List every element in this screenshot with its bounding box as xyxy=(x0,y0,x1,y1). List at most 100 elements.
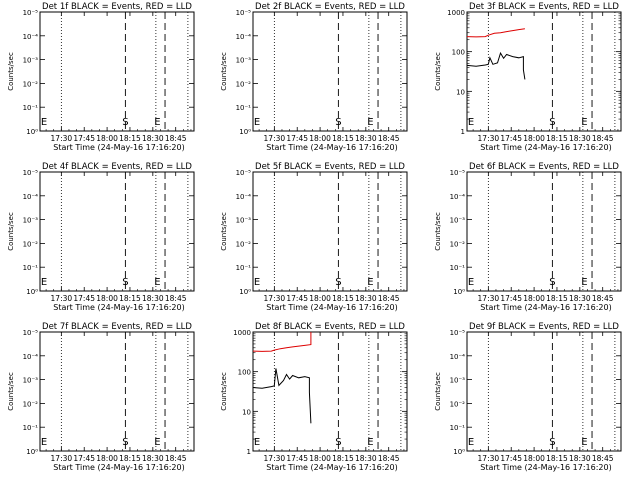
x-tick-label: 18:45 xyxy=(592,454,614,463)
y-tick-label: 10⁰ xyxy=(453,288,465,296)
y-tick-label: 10⁻³ xyxy=(23,377,39,385)
x-tick-label: 18:45 xyxy=(592,294,614,303)
y-tick-label: 10⁻¹ xyxy=(23,104,39,112)
y-tick-label: 1 xyxy=(461,128,465,136)
x-tick-label: 18:45 xyxy=(592,134,614,143)
x-axis-label: Start Time (24-May-16 17:16:20) xyxy=(266,463,397,472)
y-tick-label: 1000 xyxy=(233,329,251,337)
marker-e: E xyxy=(154,277,160,288)
marker-s: S xyxy=(549,117,555,128)
y-tick-label: 10⁻³ xyxy=(236,217,252,225)
y-tick-label: 10⁻² xyxy=(450,240,466,248)
marker-s: S xyxy=(122,277,128,288)
y-tick-label: 10⁰ xyxy=(26,128,38,136)
y-tick-label: 10⁰ xyxy=(453,448,465,456)
x-tick-label: 18:30 xyxy=(142,294,164,303)
y-tick-label: 10⁻⁵ xyxy=(23,329,39,337)
x-axis-label: Start Time (24-May-16 17:16:20) xyxy=(480,303,611,312)
x-tick-label: 18:30 xyxy=(142,134,164,143)
x-tick-label: 17:30 xyxy=(264,134,286,143)
series-line-lld xyxy=(253,332,311,351)
y-tick-label: 10⁻³ xyxy=(23,217,39,225)
chart-title: Det 4f BLACK = Events, RED = LLD xyxy=(42,162,192,172)
y-tick-label: 10⁻¹ xyxy=(23,264,39,272)
y-axis-label: Counts/sec xyxy=(7,372,15,411)
marker-s: S xyxy=(549,437,555,448)
x-tick-label: 18:45 xyxy=(378,294,400,303)
plot-frame xyxy=(40,172,194,291)
y-tick-label: 10⁻⁴ xyxy=(23,353,39,361)
y-tick-label: 10⁻⁴ xyxy=(23,193,39,201)
chart-panel-7: Det 7f BLACK = Events, RED = LLD Start Ti… xyxy=(7,322,194,472)
chart-title: Det 9f BLACK = Events, RED = LLD xyxy=(469,322,619,332)
y-tick-label: 10⁻² xyxy=(450,400,466,408)
y-axis-label: Counts/sec xyxy=(434,372,442,411)
x-axis-label: Start Time (24-May-16 17:16:20) xyxy=(53,303,184,312)
y-tick-label: 10⁻⁵ xyxy=(23,9,39,17)
x-tick-label: 18:30 xyxy=(355,134,377,143)
marker-e: E xyxy=(581,437,587,448)
marker-e: E xyxy=(468,277,474,288)
chart-panel-4: Det 4f BLACK = Events, RED = LLD Start Ti… xyxy=(7,162,194,312)
y-axis-label: Counts/sec xyxy=(7,212,15,251)
x-tick-label: 18:00 xyxy=(523,134,545,143)
x-tick-label: 17:30 xyxy=(478,454,500,463)
y-tick-label: 10⁰ xyxy=(26,448,38,456)
x-tick-label: 17:30 xyxy=(264,454,286,463)
y-tick-label: 10⁰ xyxy=(26,288,38,296)
chart-panel-1: Det 1f BLACK = Events, RED = LLD Start Ti… xyxy=(7,2,194,152)
plot-frame xyxy=(253,172,407,291)
chart-panel-2: Det 2f BLACK = Events, RED = LLD Start Ti… xyxy=(220,2,407,152)
plot-frame xyxy=(467,12,621,131)
x-tick-label: 18:00 xyxy=(523,294,545,303)
x-tick-label: 17:45 xyxy=(286,294,308,303)
y-tick-label: 10⁻⁵ xyxy=(23,169,39,177)
y-tick-label: 10 xyxy=(242,408,251,416)
series-line-events xyxy=(253,369,311,424)
y-tick-label: 10⁻⁴ xyxy=(236,33,252,41)
chart-title: Det 5f BLACK = Events, RED = LLD xyxy=(255,162,405,172)
y-tick-label: 10⁻³ xyxy=(23,57,39,65)
marker-e: E xyxy=(367,437,373,448)
y-tick-label: 10⁻⁵ xyxy=(450,329,466,337)
y-tick-label: 10⁻⁴ xyxy=(236,193,252,201)
series-line-lld xyxy=(467,29,525,37)
x-tick-label: 17:45 xyxy=(500,134,522,143)
marker-e: E xyxy=(254,117,260,128)
x-tick-label: 18:45 xyxy=(165,134,187,143)
chart-title: Det 8f BLACK = Events, RED = LLD xyxy=(255,322,405,332)
chart-title: Det 7f BLACK = Events, RED = LLD xyxy=(42,322,192,332)
y-axis-label: Counts/sec xyxy=(7,52,15,91)
y-tick-label: 10⁻³ xyxy=(236,57,252,65)
y-tick-label: 10⁰ xyxy=(239,128,251,136)
x-tick-label: 17:30 xyxy=(51,454,73,463)
chart-title: Det 1f BLACK = Events, RED = LLD xyxy=(42,2,192,12)
x-axis-label: Start Time (24-May-16 17:16:20) xyxy=(480,463,611,472)
x-tick-label: 17:30 xyxy=(264,294,286,303)
x-tick-label: 18:30 xyxy=(569,294,591,303)
y-tick-label: 100 xyxy=(238,369,251,377)
y-tick-label: 10⁻⁵ xyxy=(236,9,252,17)
x-tick-label: 18:15 xyxy=(332,134,354,143)
x-tick-label: 18:00 xyxy=(96,134,118,143)
y-axis-label: Counts/sec xyxy=(434,212,442,251)
y-tick-label: 10⁻² xyxy=(236,240,252,248)
x-tick-label: 18:45 xyxy=(378,134,400,143)
y-tick-label: 10⁻² xyxy=(236,80,252,88)
marker-e: E xyxy=(367,117,373,128)
chart-title: Det 3f BLACK = Events, RED = LLD xyxy=(469,2,619,12)
y-tick-label: 10 xyxy=(456,88,465,96)
y-tick-label: 10⁻¹ xyxy=(236,264,252,272)
marker-s: S xyxy=(122,437,128,448)
y-tick-label: 10⁻⁴ xyxy=(450,353,466,361)
x-tick-label: 18:15 xyxy=(546,294,568,303)
y-tick-label: 10⁰ xyxy=(239,288,251,296)
y-tick-label: 10⁻⁴ xyxy=(23,33,39,41)
marker-e: E xyxy=(581,277,587,288)
y-axis-label: Counts/sec xyxy=(220,372,228,411)
marker-s: S xyxy=(335,117,341,128)
y-tick-label: 10⁻² xyxy=(23,400,39,408)
y-tick-label: 10⁻³ xyxy=(450,377,466,385)
chart-title: Det 2f BLACK = Events, RED = LLD xyxy=(255,2,405,12)
